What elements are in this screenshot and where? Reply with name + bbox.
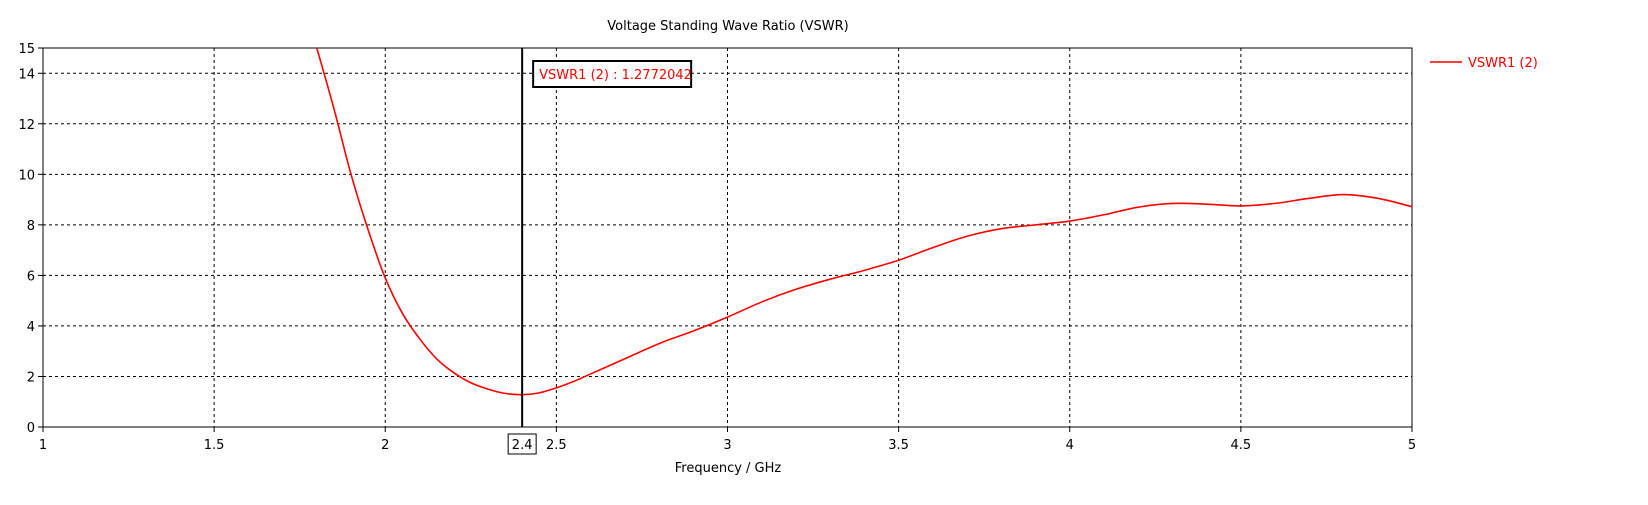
x-tick-label: 1	[39, 438, 47, 453]
y-tick-label: 12	[18, 118, 35, 133]
x-tick-label: 4	[1066, 438, 1074, 453]
y-tick-label: 14	[18, 67, 35, 82]
x-tick-label: 2	[381, 438, 389, 453]
legend-label: VSWR1 (2)	[1468, 56, 1538, 71]
x-tick-label: 1.5	[204, 438, 225, 453]
series-line-0	[316, 47, 1413, 396]
y-tick-label: 6	[27, 269, 35, 284]
legend: VSWR1 (2)	[1430, 56, 1538, 71]
marker-layer[interactable]: VSWR1 (2) : 1.2772042 2.4	[507, 48, 693, 455]
y-tick-label: 10	[18, 168, 35, 183]
x-tick-label: 4.5	[1231, 438, 1252, 453]
y-tick-label: 4	[27, 320, 35, 335]
y-tick-label: 15	[18, 42, 35, 57]
x-tick-label: 3	[723, 438, 731, 453]
series-layer	[316, 47, 1413, 396]
marker-value-box	[532, 60, 693, 88]
y-tick-label: 2	[27, 370, 35, 385]
marker-x-box	[507, 433, 537, 455]
marker-x-label: 2.4	[512, 438, 533, 453]
plot-frame	[42, 47, 1413, 428]
y-tick-label: 8	[27, 219, 35, 234]
y-tick-label: 0	[27, 421, 35, 436]
grid-layer	[43, 48, 1412, 427]
x-axis-title: Frequency / GHz	[675, 461, 782, 476]
marker-value-label: VSWR1 (2) : 1.2772042	[539, 68, 692, 83]
axis-layer: 1 1.5 2 2.5 3 3.5 4 4.5 5 0 2 4 6 8 10 12 14 15	[18, 42, 1416, 453]
x-tick-label: 2.5	[546, 438, 567, 453]
chart-title: Voltage Standing Wave Ratio (VSWR)	[607, 19, 848, 34]
x-tick-label: 5	[1408, 438, 1416, 453]
x-tick-label: 3.5	[888, 438, 909, 453]
